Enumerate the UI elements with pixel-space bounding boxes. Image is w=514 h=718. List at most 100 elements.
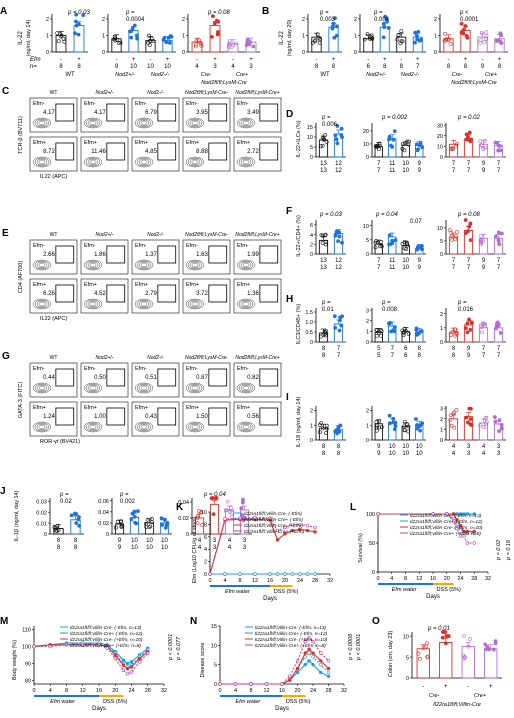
data-point	[59, 34, 63, 39]
x-tick-label: 24	[297, 578, 303, 584]
flow-gate-value: 2.72	[247, 149, 259, 155]
p-value: p =	[321, 115, 331, 121]
flow-gate-value: 0.56	[247, 414, 259, 420]
data-point	[387, 134, 392, 139]
flow-gate-value: 4.52	[94, 291, 106, 297]
data-point	[420, 421, 425, 426]
data-point	[335, 24, 339, 29]
n-count: 11	[389, 168, 396, 174]
flow-contour	[240, 261, 252, 269]
panel-letter-O: O	[372, 616, 380, 627]
legend-entry: Il22ra1fl/fl;Villin-Cre+ (+Efm)	[244, 529, 305, 535]
n-count: 10	[402, 265, 409, 271]
flow-row-label: Efm+	[33, 140, 46, 146]
data-point	[384, 16, 389, 21]
data-point	[467, 130, 472, 135]
dss-label: DSS (5%)	[274, 589, 299, 595]
flow-row-label: Efm+	[33, 282, 46, 288]
flow-row-label: Efm+	[135, 405, 148, 411]
flow-contour	[85, 299, 101, 309]
x-tick-label: 24	[457, 576, 463, 582]
y-tick-label: 6	[204, 535, 207, 541]
flow-row-label: Efm-	[135, 243, 147, 249]
y-tick-label: 0	[310, 340, 313, 346]
data-point	[210, 496, 215, 500]
y-tick-label: 5	[310, 145, 313, 151]
y-tick-label: 10	[437, 145, 443, 151]
efm-water-bar	[34, 695, 99, 697]
y-tick-label: 1	[102, 34, 105, 40]
p-value: 0.008	[382, 307, 398, 313]
data-point	[448, 418, 453, 422]
group-label: Cre+	[485, 72, 498, 78]
y-tick-label: 5	[214, 663, 217, 669]
data-point	[239, 506, 244, 510]
efm-sign: 9	[118, 538, 122, 544]
y-tick-label: 1	[440, 428, 443, 434]
bar	[73, 25, 85, 53]
flow-gate-value: 1.99	[247, 252, 259, 258]
efm-sign: -	[367, 57, 369, 63]
n-count: 4	[231, 64, 235, 70]
flow-contour	[134, 298, 154, 310]
data-point	[323, 239, 328, 244]
flow-contour	[83, 421, 103, 433]
efm-sign: 3	[213, 538, 217, 544]
series-point	[290, 522, 295, 527]
y-tick-label: 10	[201, 510, 207, 516]
y-tick-label: 0	[440, 340, 443, 346]
y-tick-label: 10	[437, 226, 443, 232]
flow-row-label: Efm-	[186, 366, 198, 372]
flow-row-label: Efm+	[237, 405, 250, 411]
efm-sign: 7	[377, 258, 381, 264]
efm-water-bar	[210, 585, 270, 587]
x-axis-label: Days	[426, 594, 440, 600]
data-point	[479, 31, 484, 35]
panel-letter-E: E	[2, 228, 9, 239]
flow-column-header: Nod2fl/fl;LysM-Cre-	[185, 232, 228, 238]
data-point	[393, 325, 397, 329]
flow-contour	[87, 384, 99, 392]
flow-contour	[185, 156, 205, 168]
flow-gate	[157, 284, 177, 303]
group-label: Cre-	[429, 693, 440, 699]
data-point	[402, 428, 407, 433]
flow-contour	[138, 300, 150, 308]
efm-sign: 7	[497, 258, 501, 264]
data-point	[480, 322, 485, 326]
data-point	[335, 124, 340, 128]
efm-sign: 13	[320, 258, 327, 264]
y-tick-label: 0	[366, 155, 369, 161]
legend-entry: Il22ra1fl/fl;Villin-Cre- (+Efm, n=10)	[410, 525, 483, 531]
data-point	[211, 512, 216, 516]
data-point	[324, 329, 329, 334]
data-point	[216, 30, 220, 34]
series-point	[125, 672, 130, 676]
series-point	[305, 572, 310, 576]
series-point	[311, 662, 315, 667]
flow-contour	[38, 262, 46, 268]
series-point	[465, 529, 470, 534]
efm-sign: 8	[452, 346, 456, 352]
flow-contour	[238, 299, 254, 309]
n-count: 7	[467, 265, 471, 271]
flow-contour	[38, 159, 46, 165]
data-point	[491, 647, 496, 652]
y-tick-label: 2	[204, 560, 207, 566]
data-point	[418, 329, 423, 334]
legend-entry: Il22ra1fl/fl;Villin-Cre+ (-Efm, n=12)	[255, 631, 328, 637]
y-tick-label: 1.0	[305, 320, 313, 326]
y-tick-label: 0.01	[36, 521, 47, 527]
legend-entry: Il22ra1fl/fl;Villin-Cre- (-Efm, n=13)	[410, 513, 482, 519]
data-point	[377, 425, 381, 430]
y-tick-label: 0	[214, 682, 217, 688]
data-point	[480, 330, 484, 335]
data-point	[402, 419, 407, 424]
panel-letter-M: M	[0, 616, 8, 627]
series-point	[465, 512, 470, 516]
y-tick-label: 2	[366, 409, 369, 415]
efm-sign: -	[60, 57, 62, 63]
flow-contour	[236, 421, 256, 433]
data-point	[76, 517, 81, 522]
n-count: 7	[337, 353, 341, 359]
